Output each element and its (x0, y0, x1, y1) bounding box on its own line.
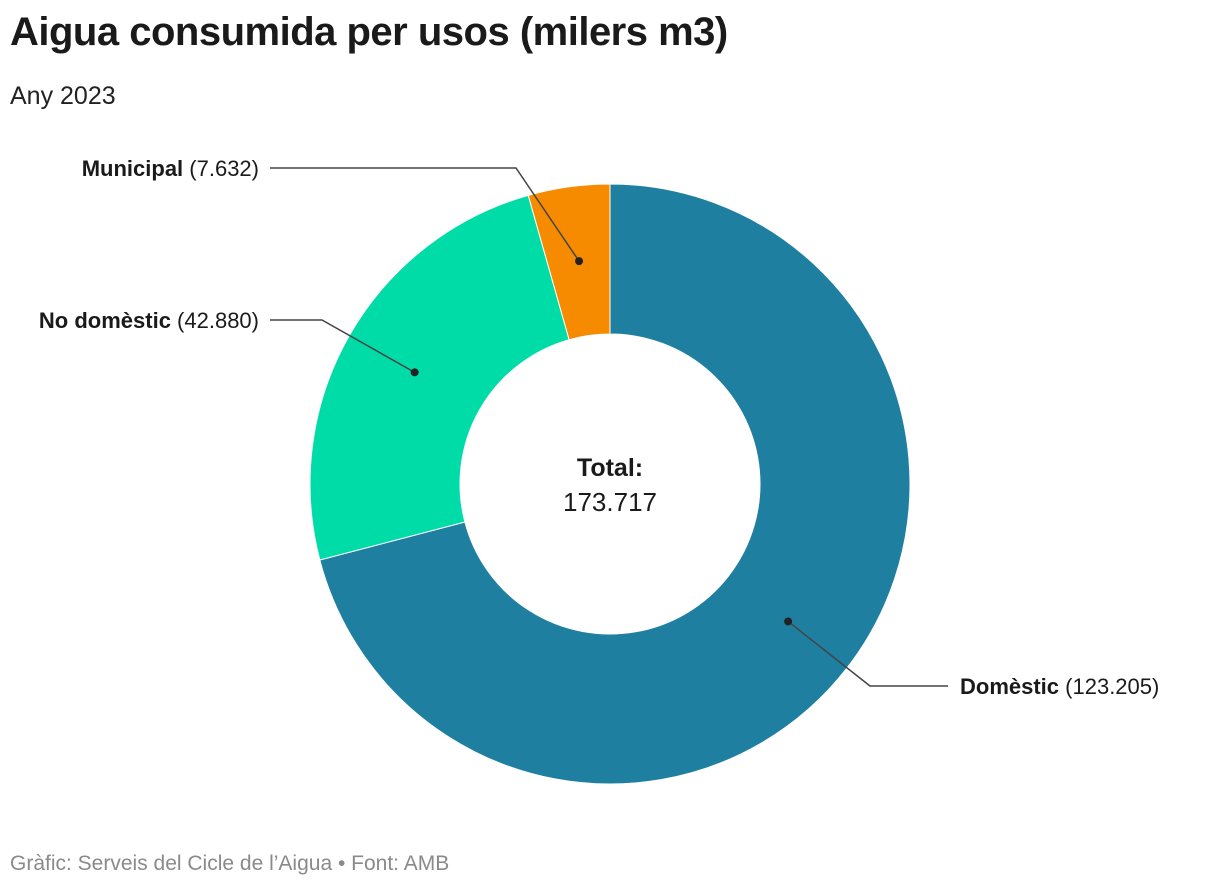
leader-line-no-dom-stic (270, 319, 416, 373)
slice-label-name: No domèstic (39, 308, 171, 333)
leader-dot-dom-stic (784, 617, 793, 626)
slice-label-value: (7.632) (183, 156, 259, 181)
center-total-heading: Total: (577, 454, 643, 482)
leader-line-dom-stic (787, 620, 948, 687)
slice-label-value: (42.880) (171, 308, 259, 333)
leader-line-municipal (270, 167, 580, 262)
chart-subtitle: Any 2023 (10, 82, 116, 110)
slice-label-value: (123.205) (1059, 674, 1159, 699)
center-total-value: 173.717 (563, 487, 657, 517)
slice-no-dom-stic[interactable] (309, 194, 570, 561)
slice-municipal[interactable] (527, 183, 611, 341)
slices-group (309, 183, 911, 785)
slice-label-dom-stic: Domèstic (123.205) (960, 674, 1159, 699)
slice-label-name: Domèstic (960, 674, 1059, 699)
leader-dot-no-dom-stic (410, 368, 419, 377)
slice-label-municipal: Municipal (7.632) (82, 156, 259, 181)
leader-dot-municipal (575, 257, 584, 266)
leader-lines-group (270, 167, 948, 687)
slice-label-name: Municipal (82, 156, 183, 181)
slice-label-no-dom-stic: No domèstic (42.880) (39, 308, 259, 333)
chart-title: Aigua consumida per usos (milers m3) (10, 10, 728, 54)
source-credit: Gràfic: Serveis del Cicle de l’Aigua • F… (10, 852, 450, 875)
slice-labels-group: Domèstic (123.205) No domèstic (42.880) Mu… (39, 156, 1159, 699)
slice-dom-stic[interactable] (319, 183, 911, 785)
